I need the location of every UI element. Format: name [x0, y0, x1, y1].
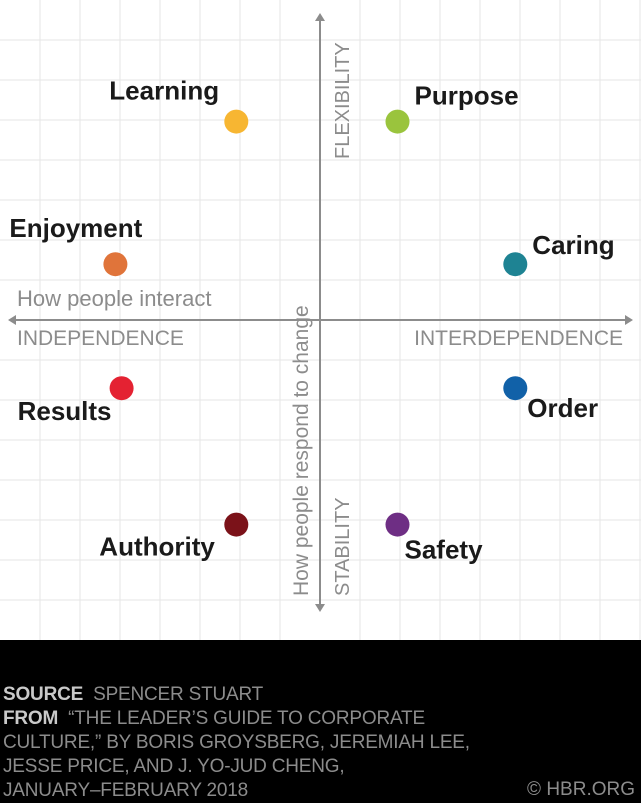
- label-results: Results: [18, 396, 112, 426]
- vertical-axis-title: How people respond to change: [290, 305, 313, 596]
- label-safety: Safety: [405, 535, 484, 565]
- source-label: SOURCE: [3, 684, 84, 705]
- vertical-axis-bottom-label: STABILITY: [332, 497, 354, 596]
- horizontal-axis-right-label: INTERDEPENDENCE: [414, 327, 623, 350]
- point-learning: [224, 109, 249, 134]
- point-enjoyment: [103, 252, 128, 277]
- label-order: Order: [527, 393, 598, 423]
- point-caring: [503, 252, 528, 277]
- arrow-left: [8, 315, 16, 325]
- from-line: FROM “THE LEADER’S GUIDE TO CORPORATE: [3, 707, 425, 730]
- label-learning: Learning: [109, 76, 219, 106]
- arrow-up: [315, 13, 325, 21]
- point-purpose: [385, 109, 410, 134]
- arrow-right: [625, 315, 633, 325]
- hbr-credit: © HBR.ORG: [527, 779, 635, 800]
- label-enjoyment: Enjoyment: [9, 213, 142, 243]
- data-points: Learning Purpose Enjoyment Caring Results Ord…: [9, 76, 614, 565]
- from-label: FROM: [3, 708, 59, 729]
- source-footer: SOURCE SPENCER STUART FROM “THE LEADER’S G…: [3, 683, 639, 801]
- from-text-2: CULTURE,” BY BORIS GROYSBERG, JEREMIAH L…: [3, 732, 470, 753]
- axis-labels: How people interact INDEPENDENCE INTERDE…: [17, 42, 623, 596]
- from-text-4: JANUARY–FEBRUARY 2018: [3, 780, 249, 801]
- point-safety: [385, 512, 410, 537]
- chart-axes: [8, 13, 633, 612]
- horizontal-axis-left-label: INDEPENDENCE: [17, 327, 184, 350]
- point-order: [503, 376, 528, 401]
- source-line: SOURCE SPENCER STUART: [3, 683, 263, 706]
- culture-matrix-chart: How people interact INDEPENDENCE INTERDE…: [0, 0, 641, 640]
- label-authority: Authority: [99, 532, 215, 562]
- vertical-axis-top-label: FLEXIBILITY: [332, 42, 354, 159]
- from-text-1: “THE LEADER’S GUIDE TO CORPORATE: [68, 708, 425, 729]
- source-text: SPENCER STUART: [93, 684, 264, 705]
- label-caring: Caring: [532, 230, 614, 260]
- arrow-down: [315, 604, 325, 612]
- point-authority: [224, 512, 249, 537]
- point-results: [109, 376, 134, 401]
- from-text-3: JESSE PRICE, AND J. YO-JUD CHENG,: [3, 756, 345, 777]
- label-purpose: Purpose: [415, 81, 519, 111]
- horizontal-axis-title: How people interact: [17, 286, 211, 311]
